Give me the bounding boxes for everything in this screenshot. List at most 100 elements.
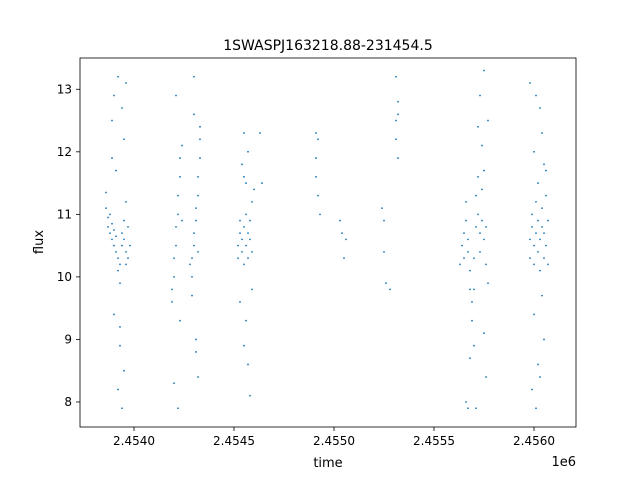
data-point: [175, 244, 177, 247]
data-point: [397, 157, 399, 159]
data-point: [339, 219, 341, 222]
data-point: [117, 388, 119, 391]
data-point: [545, 169, 547, 172]
data-point: [475, 407, 477, 410]
data-point: [105, 207, 107, 210]
data-point: [471, 319, 473, 322]
data-point: [199, 125, 201, 128]
data-point: [247, 257, 249, 260]
data-point: [111, 238, 113, 241]
data-point: [123, 138, 125, 141]
data-point: [481, 188, 483, 191]
data-point: [395, 75, 397, 78]
data-point: [121, 107, 123, 109]
data-point: [533, 263, 535, 266]
data-point: [189, 263, 191, 266]
data-point: [535, 94, 537, 97]
data-point: [543, 232, 545, 235]
data-point: [383, 250, 385, 253]
data-point: [123, 219, 125, 222]
data-point: [117, 269, 119, 272]
x-tick-label: 2.4560: [513, 434, 555, 448]
data-point: [467, 250, 469, 253]
data-point: [113, 94, 115, 97]
data-point: [469, 357, 471, 360]
data-point: [173, 257, 175, 260]
data-point: [531, 388, 533, 391]
data-point: [195, 207, 197, 210]
data-point: [125, 250, 127, 253]
data-point: [533, 313, 535, 316]
data-point: [537, 363, 539, 366]
data-point: [243, 132, 245, 134]
data-point: [483, 332, 485, 335]
data-point: [119, 344, 121, 347]
data-point: [175, 225, 177, 228]
data-point: [177, 407, 179, 410]
data-point: [125, 82, 127, 84]
data-point: [179, 157, 181, 159]
data-point: [535, 407, 537, 410]
y-tick-label: 13: [57, 82, 72, 96]
data-point: [117, 257, 119, 260]
data-point: [249, 394, 251, 397]
data-point: [547, 263, 549, 266]
data-point: [397, 100, 399, 103]
data-point: [481, 144, 483, 147]
data-point: [121, 407, 123, 410]
data-point: [543, 257, 545, 260]
x-axis-offset-label: 1e6: [551, 455, 576, 470]
data-point: [249, 238, 251, 241]
data-point: [473, 257, 475, 260]
data-point: [473, 344, 475, 347]
data-point: [537, 219, 539, 222]
data-point: [381, 207, 383, 210]
x-axis-ticks: 2.4540 2.4545 2.4550 2.4555 2.4560: [113, 427, 555, 448]
data-point: [343, 257, 345, 260]
data-point: [245, 213, 247, 216]
data-point: [179, 319, 181, 322]
data-point: [541, 294, 543, 297]
data-point: [459, 263, 461, 266]
data-point: [195, 219, 197, 222]
data-point: [259, 132, 261, 134]
data-point: [545, 194, 547, 197]
data-point: [237, 244, 239, 247]
data-point: [127, 225, 129, 228]
data-point: [539, 376, 541, 378]
data-point: [191, 257, 193, 260]
data-point: [541, 132, 543, 134]
data-point: [173, 276, 175, 278]
data-point: [487, 282, 489, 285]
data-point: [171, 301, 173, 303]
data-point: [193, 113, 195, 116]
y-axis-ticks: 8 9 10 11 12 13: [57, 82, 80, 409]
data-point: [315, 132, 317, 134]
data-point: [197, 175, 199, 178]
data-point: [543, 338, 545, 341]
data-point: [111, 119, 113, 122]
data-point: [197, 376, 199, 378]
data-point: [239, 232, 241, 235]
data-point: [543, 163, 545, 166]
scatter-points: [105, 69, 549, 410]
data-point: [395, 119, 397, 122]
data-point: [121, 244, 123, 247]
data-point: [117, 75, 119, 78]
data-point: [177, 213, 179, 216]
data-point: [483, 238, 485, 241]
data-point: [253, 188, 255, 191]
data-point: [173, 382, 175, 385]
data-point: [467, 407, 469, 410]
data-point: [541, 225, 543, 228]
data-point: [193, 75, 195, 78]
data-point: [385, 282, 387, 285]
data-point: [193, 244, 195, 247]
data-point: [115, 250, 117, 253]
data-point: [105, 191, 107, 194]
data-point: [119, 263, 121, 266]
y-axis-label: flux: [32, 230, 47, 254]
data-point: [197, 250, 199, 253]
data-point: [479, 232, 481, 235]
